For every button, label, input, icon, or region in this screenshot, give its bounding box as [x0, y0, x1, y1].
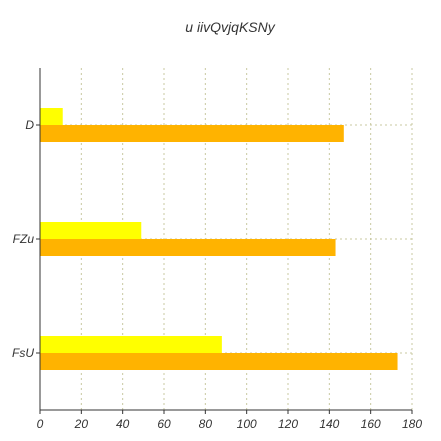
x-tick-label: 140: [319, 417, 339, 431]
y-tick-label: FsU: [12, 346, 34, 360]
y-tick-label: FZu: [13, 232, 35, 246]
bar-d-series-2: [40, 125, 344, 142]
bar-fsu-series-1: [40, 336, 222, 353]
x-tick-label: 120: [278, 417, 298, 431]
x-tick-label: 80: [199, 417, 213, 431]
x-tick-label: 60: [157, 417, 171, 431]
bar-layer: [40, 108, 398, 370]
x-tick-label: 0: [37, 417, 44, 431]
chart-title: u iivQvjqKSNy: [185, 19, 275, 35]
axis-layer: 0 20 40 60 80 100 120 140 160 180 D FZu FsU: [12, 68, 422, 431]
bar-fzu-series-2: [40, 239, 336, 256]
x-tick-label: 20: [74, 417, 89, 431]
x-tick-label: 100: [237, 417, 257, 431]
x-tick-label: 180: [402, 417, 422, 431]
y-tick-label: D: [25, 118, 34, 132]
x-tick-label: 40: [116, 417, 130, 431]
x-tick-label: 160: [361, 417, 381, 431]
bar-d-series-1: [40, 108, 63, 125]
bar-fsu-series-2: [40, 353, 398, 370]
bar-fzu-series-1: [40, 222, 142, 239]
